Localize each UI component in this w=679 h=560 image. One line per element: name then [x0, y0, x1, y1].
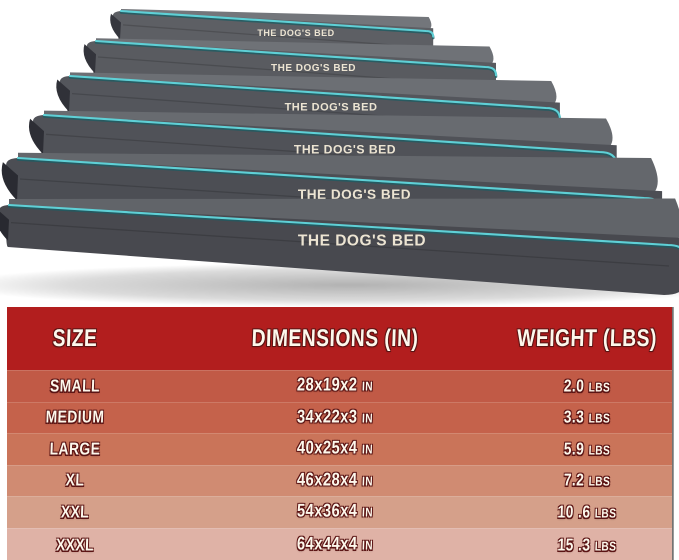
svg-text:THE DOG'S BED: THE DOG'S BED: [294, 143, 396, 157]
svg-text:THE DOG'S BED: THE DOG'S BED: [285, 102, 378, 114]
svg-text:THE DOG'S BED: THE DOG'S BED: [271, 63, 356, 74]
svg-text:THE DOG'S BED: THE DOG'S BED: [257, 28, 334, 38]
svg-text:THE DOG'S BED: THE DOG'S BED: [298, 233, 426, 250]
